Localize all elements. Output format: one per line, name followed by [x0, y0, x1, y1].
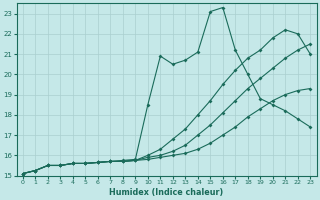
X-axis label: Humidex (Indice chaleur): Humidex (Indice chaleur) [109, 188, 224, 197]
